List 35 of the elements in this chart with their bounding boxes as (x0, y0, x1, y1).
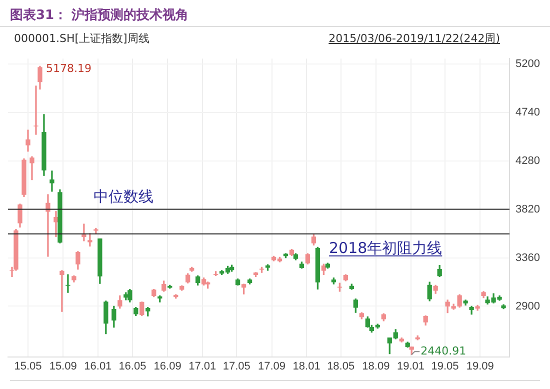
x-tick-label: 19.01 (397, 360, 425, 372)
y-tick-label: 5200 (516, 58, 540, 70)
candlestick (82, 224, 86, 242)
x-tick-label: 15.05 (14, 360, 42, 372)
x-tick-label: 17.05 (222, 360, 250, 372)
ref-line-label: 2018年初阻力线 (328, 238, 442, 257)
candlestick (60, 270, 64, 312)
text: 2015/03/06-2019/11/22(242周) (328, 31, 500, 46)
candlestick (66, 274, 70, 293)
annotation: 5178.19 (46, 62, 92, 76)
y-tick-label: 4740 (516, 106, 540, 118)
x-tick-label: 19.09 (466, 360, 494, 372)
x-tick-label: 17.01 (188, 360, 216, 372)
x-tick-label: 15.09 (49, 360, 77, 372)
candlestick (46, 194, 50, 257)
x-tick-label: 18.01 (292, 360, 320, 372)
chart-subtitle: 000001.SH[上证指数]周线 (14, 31, 150, 46)
y-tick-label: 3360 (516, 252, 540, 264)
x-tick-label: 18.09 (362, 360, 390, 372)
candlestick (50, 170, 54, 192)
candlestick (34, 86, 38, 135)
x-tick-label: 17.09 (258, 360, 286, 372)
x-tick-label: 16.01 (84, 360, 112, 372)
x-tick-label: 19.05 (431, 360, 459, 372)
candlestick (88, 233, 92, 246)
candlestick (30, 156, 34, 180)
annotation: 2440.91 (420, 344, 466, 358)
y-tick-label: 2900 (516, 300, 540, 312)
x-tick-label: 16.09 (154, 360, 182, 372)
y-tick-label: 3820 (516, 203, 540, 216)
chart-title: 图表31： 沪指预测的技术视角 (0, 0, 550, 27)
ref-line-label: 中位数线 (93, 187, 154, 206)
x-tick-label: 16.05 (118, 360, 146, 372)
x-tick-label: 18.05 (327, 360, 355, 372)
y-tick-label: 4280 (516, 154, 540, 167)
